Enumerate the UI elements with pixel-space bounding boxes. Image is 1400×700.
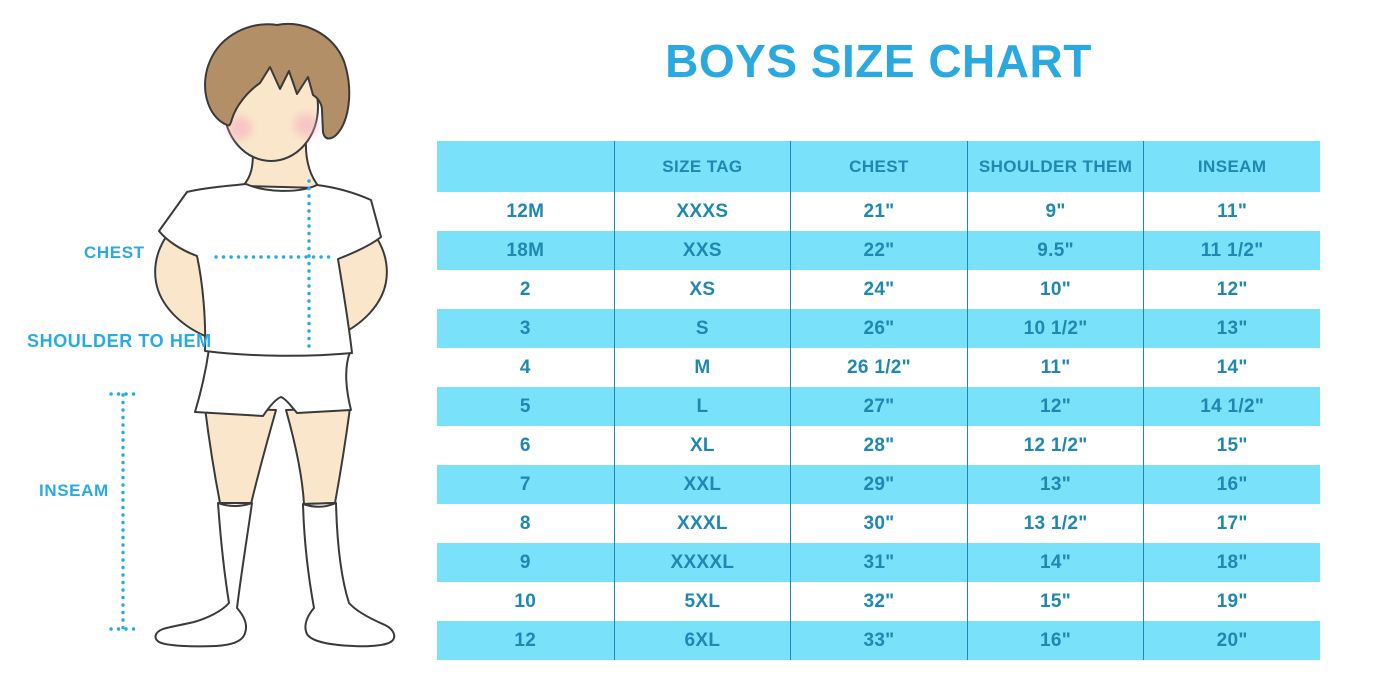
table-row: 18M XXS 22" 9.5" 11 1/2"	[437, 231, 1320, 270]
table-cell: XXXXL	[613, 543, 791, 582]
table-cell: XXXS	[613, 192, 791, 231]
table-cell: 9"	[966, 192, 1144, 231]
table-cell: 11"	[966, 348, 1144, 387]
boy-cheek-right	[294, 113, 318, 137]
size-table-header-row: SIZE TAG CHEST SHOULDER THEM INSEAM	[437, 141, 1320, 192]
table-cell: 6XL	[613, 621, 791, 660]
column-header: INSEAM	[1143, 141, 1320, 192]
table-row: 4 M 26 1/2" 11" 14"	[437, 348, 1320, 387]
table-cell: 15"	[966, 582, 1144, 621]
boy-hair	[204, 22, 351, 140]
table-cell: 33"	[790, 621, 967, 660]
table-cell: 26"	[790, 309, 967, 348]
table-cell: 19"	[1143, 582, 1320, 621]
table-row: 3 S 26" 10 1/2" 13"	[437, 309, 1320, 348]
boy-shirt	[158, 183, 382, 357]
shoulder-to-hem-label: SHOULDER TO HEM	[27, 331, 212, 351]
table-cell: 5XL	[613, 582, 791, 621]
table-cell: 18M	[506, 239, 545, 261]
table-cell: 28"	[790, 426, 967, 465]
table-cell: 10"	[966, 270, 1144, 309]
table-row: 5 L 27" 12" 14 1/2"	[437, 387, 1320, 426]
table-cell: 4	[519, 356, 531, 378]
boy-figure-illustration	[109, 22, 396, 648]
table-cell: 30"	[790, 504, 967, 543]
table-cell: 13"	[1143, 309, 1320, 348]
table-cell: 13 1/2"	[966, 504, 1144, 543]
table-cell: 14"	[1143, 348, 1320, 387]
chest-label: CHEST	[84, 243, 145, 262]
boy-thigh-left	[204, 407, 277, 505]
table-cell: 16"	[1143, 465, 1320, 504]
table-cell: S	[613, 309, 791, 348]
table-cell: 29"	[790, 465, 967, 504]
table-cell: 18"	[1143, 543, 1320, 582]
table-row: 2 XS 24" 10" 12"	[437, 270, 1320, 309]
table-cell: XXXL	[613, 504, 791, 543]
table-cell: 12	[514, 629, 537, 651]
table-cell: XS	[613, 270, 791, 309]
table-cell: 10 1/2"	[966, 309, 1144, 348]
table-cell: 10	[514, 590, 537, 612]
page-title: BOYS SIZE CHART	[665, 35, 1092, 87]
column-header: SIZE TAG	[613, 141, 791, 192]
boy-sock-left-top-edge	[217, 502, 253, 507]
boy-sock-left	[154, 502, 253, 648]
table-cell: 12"	[1143, 270, 1320, 309]
table-cell: 20"	[1143, 621, 1320, 660]
size-table: SIZE TAG CHEST SHOULDER THEM INSEAM 12M XXXS…	[437, 141, 1320, 660]
table-cell: 13"	[966, 465, 1144, 504]
table-row: 12M XXXS 21" 9" 11"	[437, 192, 1320, 231]
table-row: 12 6XL 33" 16" 20"	[437, 621, 1320, 660]
table-cell: XL	[613, 426, 791, 465]
table-cell: 26 1/2"	[790, 348, 967, 387]
table-cell: 24"	[790, 270, 967, 309]
table-cell: XXS	[613, 231, 791, 270]
table-cell: 32"	[790, 582, 967, 621]
table-cell: 16"	[966, 621, 1144, 660]
column-header: CHEST	[790, 141, 967, 192]
table-cell: 7	[519, 473, 531, 495]
table-cell: 11"	[1143, 192, 1320, 231]
table-row: 7 XXL 29" 13" 16"	[437, 465, 1320, 504]
table-cell: 12 1/2"	[966, 426, 1144, 465]
boy-sock-right-top-edge	[302, 502, 337, 508]
table-cell: 22"	[790, 231, 967, 270]
table-cell: 9.5"	[966, 231, 1144, 270]
table-cell: M	[613, 348, 791, 387]
size-table-body: 12M XXXS 21" 9" 11" 18M XXS 22" 9.5" 11 1/2" 2 XS 24…	[437, 192, 1320, 660]
table-row: 9 XXXXL 31" 14" 18"	[437, 543, 1320, 582]
table-cell: 21"	[790, 192, 967, 231]
table-row: 10 5XL 32" 15" 19"	[437, 582, 1320, 621]
table-cell: XXL	[613, 465, 791, 504]
table-cell: 14"	[966, 543, 1144, 582]
boy-thigh-right	[285, 407, 351, 505]
column-header: SHOULDER THEM	[966, 141, 1144, 192]
boy-sock-right	[302, 502, 396, 648]
table-cell: 17"	[1143, 504, 1320, 543]
boy-shorts	[194, 348, 352, 417]
table-cell: 6	[519, 434, 531, 456]
column-header	[437, 141, 614, 192]
table-cell: 15"	[1143, 426, 1320, 465]
table-row: 6 XL 28" 12 1/2" 15"	[437, 426, 1320, 465]
table-cell: 12M	[506, 200, 545, 222]
table-cell: 5	[519, 395, 531, 417]
inseam-label: INSEAM	[39, 481, 109, 500]
table-cell: L	[613, 387, 791, 426]
table-cell: 8	[519, 512, 531, 534]
table-cell: 9	[519, 551, 531, 573]
table-cell: 12"	[966, 387, 1144, 426]
table-cell: 14 1/2"	[1143, 387, 1320, 426]
table-cell: 3	[519, 317, 531, 339]
table-cell: 27"	[790, 387, 967, 426]
table-cell: 31"	[790, 543, 967, 582]
table-cell: 11 1/2"	[1143, 231, 1320, 270]
boy-cheek-left	[228, 116, 252, 140]
table-row: 8 XXXL 30" 13 1/2" 17"	[437, 504, 1320, 543]
table-cell: 2	[519, 278, 531, 300]
